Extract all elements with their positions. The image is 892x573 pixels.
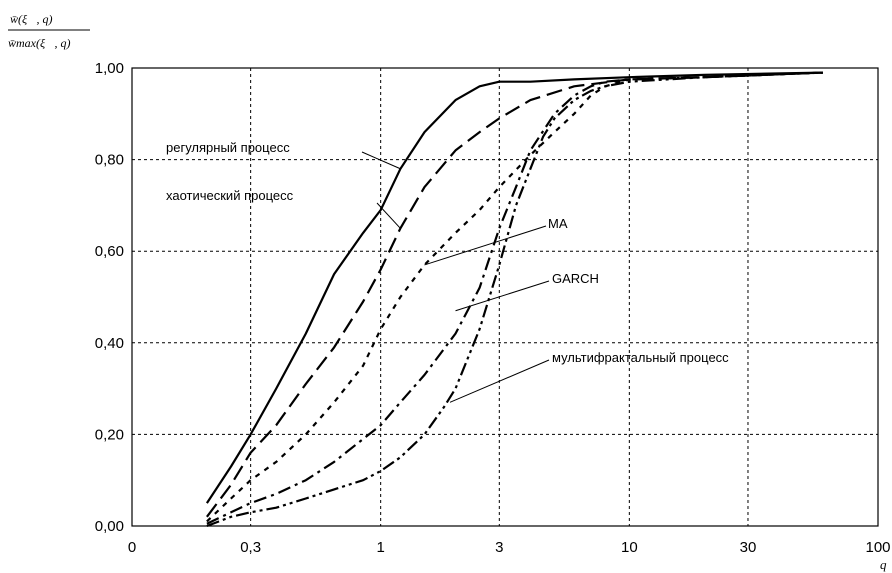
series-line-ma	[206, 71, 823, 523]
annotation-garch: GARCH	[552, 271, 599, 286]
annotation-leader-регулярный-процесс	[361, 151, 401, 170]
y-tick-label: 0,60	[95, 243, 124, 260]
plot-frame	[131, 67, 879, 527]
y-axis-label: w̄(ξ⃗, q) w̄max(ξ⃗, q)	[8, 12, 90, 50]
annotation-хаотический-процесс: хаотический процесс	[166, 188, 294, 203]
x-tick-label: 0,3	[240, 539, 261, 556]
y-tick-label: 0,80	[95, 152, 124, 169]
y-axis-label-numerator: w̄(ξ⃗, q)	[10, 12, 52, 26]
series-layer	[205, 71, 823, 528]
annotation-ma: MA	[548, 216, 568, 231]
x-tick-label: 3	[495, 539, 503, 556]
series-line-регулярный-процесс	[205, 71, 823, 504]
grid	[132, 68, 878, 526]
annotation-leader-ma	[424, 225, 547, 266]
x-axis-label: q	[880, 557, 887, 572]
series-line-хаотический-процесс	[206, 71, 823, 518]
x-tick-label: 100	[865, 539, 890, 556]
tick-labels: 0 0,3 1 3 10 30 100 0,00 0,20 0,40 0,60 0,80 1,00	[95, 60, 891, 556]
y-tick-label: 0,20	[95, 426, 124, 443]
annotations: регулярный процесс хаотический процесс MA G…	[166, 140, 729, 403]
series-line-garch	[206, 71, 823, 525]
y-tick-label: 1,00	[95, 60, 124, 77]
annotation-leader-хаотический-процесс	[376, 202, 401, 229]
y-axis-label-denominator: w̄max(ξ⃗, q)	[8, 36, 70, 50]
x-tick-label: 30	[740, 539, 757, 556]
annotation-leader-мультифрактальный-процесс	[449, 359, 550, 403]
x-tick-label: 1	[376, 539, 384, 556]
annotation-регулярный-процесс: регулярный процесс	[166, 140, 290, 155]
y-tick-label: 0,40	[95, 335, 124, 352]
annotation-leader-garch	[455, 280, 550, 312]
annotation-мультифрактальный-процесс: мультифрактальный процесс	[552, 350, 729, 365]
x-tick-label: 0	[128, 539, 136, 556]
x-tick-label: 10	[621, 539, 638, 556]
series-line-мультифрактальный-процесс	[206, 71, 823, 528]
y-tick-label: 0,00	[95, 518, 124, 535]
